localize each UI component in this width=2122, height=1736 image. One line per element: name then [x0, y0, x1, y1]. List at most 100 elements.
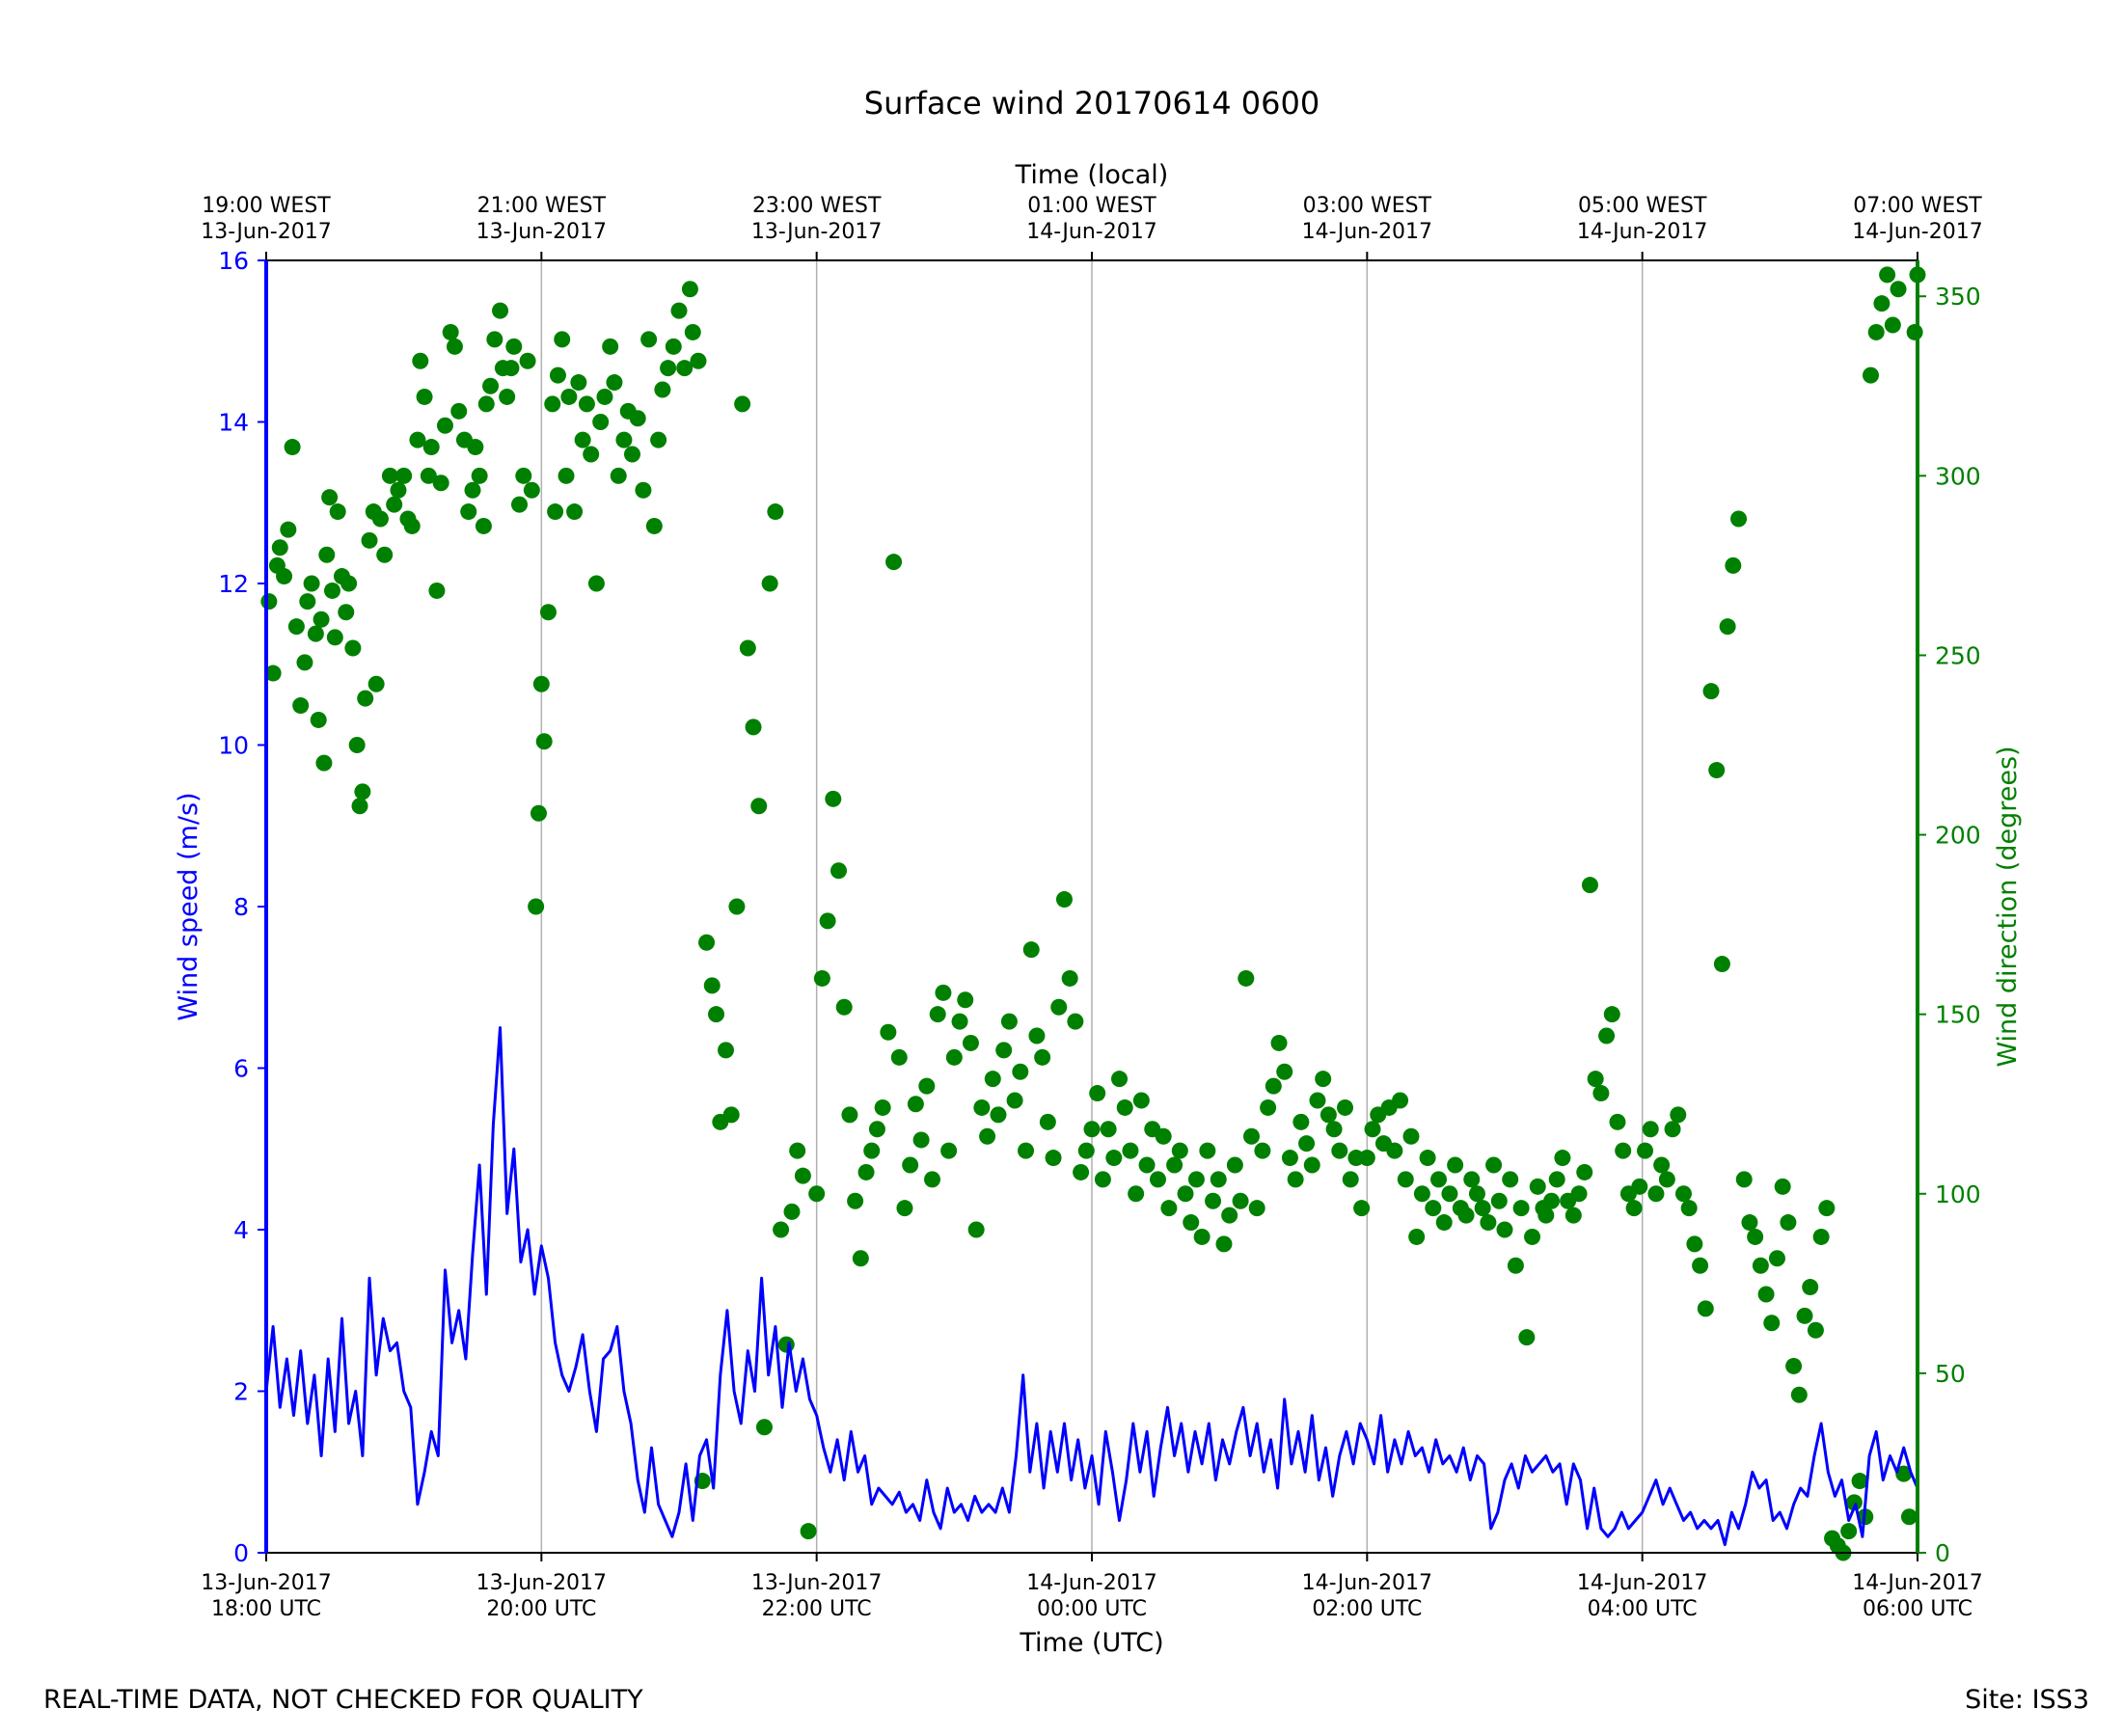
wind-direction-point	[376, 546, 394, 563]
wind-direction-point	[344, 639, 362, 657]
wind-direction-point	[1018, 1142, 1035, 1159]
wind-direction-point	[718, 1042, 735, 1059]
wind-direction-point	[549, 366, 566, 384]
wind-direction-point	[1697, 1300, 1714, 1317]
x-tick-label: 02:00 UTC	[1312, 1597, 1422, 1621]
wind-direction-point	[698, 934, 716, 951]
wind-direction-point	[1303, 1156, 1320, 1174]
quality-note: REAL-TIME DATA, NOT CHECKED FOR QUALITY	[43, 1685, 643, 1715]
wind-direction-point	[990, 1106, 1007, 1124]
wind-direction-point	[1592, 1085, 1610, 1102]
wind-direction-point	[1392, 1092, 1409, 1109]
top-tick-label: 03:00 WEST	[1303, 194, 1432, 218]
wind-direction-point	[808, 1185, 826, 1203]
top-tick-label: 23:00 WEST	[752, 194, 882, 218]
x-tick-label: 22:00 UTC	[762, 1597, 872, 1621]
wind-direction-point	[1647, 1185, 1665, 1203]
wind-direction-point	[1664, 1121, 1681, 1138]
wind-direction-point	[442, 323, 459, 340]
wind-direction-point	[890, 1048, 908, 1066]
wind-direction-point	[1507, 1257, 1524, 1274]
wind-direction-point	[929, 1006, 946, 1023]
wind-direction-point	[610, 467, 627, 484]
wind-direction-point	[1851, 1473, 1868, 1490]
wind-direction-point	[318, 546, 336, 563]
wind-direction-point	[1315, 1071, 1332, 1088]
wind-direction-point	[1045, 1150, 1062, 1167]
x-tick-label: 13-Jun-2017	[751, 1571, 882, 1595]
wind-direction-point	[280, 521, 297, 538]
wind-direction-point	[967, 1221, 985, 1238]
wind-direction-point	[1680, 1200, 1698, 1217]
top-tick-label: 14-Jun-2017	[1302, 220, 1432, 244]
wind-direction-point	[1796, 1307, 1813, 1324]
wind-direction-point	[767, 503, 784, 521]
wind-direction-point	[800, 1523, 817, 1540]
wind-direction-point	[1615, 1142, 1632, 1159]
wind-direction-point	[1807, 1321, 1824, 1339]
wind-direction-point	[566, 503, 584, 521]
wind-direction-point	[436, 417, 453, 434]
wind-direction-point	[1386, 1142, 1403, 1159]
wind-direction-point	[984, 1071, 1001, 1088]
wind-direction-point	[1543, 1192, 1561, 1209]
wind-direction-point	[1906, 323, 1923, 340]
wind-direction-point	[460, 503, 477, 521]
wind-direction-point	[477, 395, 495, 413]
top-tick-label: 01:00 WEST	[1027, 194, 1156, 218]
wind-direction-point	[1474, 1200, 1491, 1217]
left-tick-label: 14	[218, 409, 249, 437]
wind-direction-point	[1867, 323, 1885, 340]
wind-direction-point	[819, 912, 836, 930]
wind-direction-point	[734, 395, 751, 413]
wind-direction-point	[1496, 1221, 1513, 1238]
right-axis-label: Wind direction (degrees)	[1993, 746, 2023, 1067]
wind-direction-point	[1238, 969, 1255, 987]
wind-direction-point	[1637, 1142, 1654, 1159]
wind-direction-point	[1187, 1171, 1205, 1188]
wind-direction-point	[1490, 1192, 1508, 1209]
wind-direction-point	[361, 531, 378, 549]
top-tick-label: 19:00 WEST	[202, 194, 331, 218]
wind-direction-point	[640, 331, 658, 348]
wind-direction-point	[783, 1203, 801, 1220]
wind-direction-point	[1435, 1214, 1453, 1232]
wind-direction-point	[446, 338, 463, 355]
wind-speed-series	[264, 1026, 1919, 1547]
wind-direction-point	[1408, 1228, 1426, 1245]
wind-direction-point	[467, 439, 484, 456]
wind-direction-point	[1686, 1235, 1703, 1253]
wind-direction-point	[745, 719, 762, 736]
wind-direction-point	[1564, 1207, 1582, 1224]
wind-direction-point	[1221, 1207, 1238, 1224]
wind-direction-point	[1419, 1150, 1436, 1167]
x-tick-label: 00:00 UTC	[1037, 1597, 1147, 1621]
wind-direction-point	[587, 575, 605, 592]
wind-direction-point	[773, 1221, 790, 1238]
right-tick-label: 0	[1935, 1539, 1950, 1567]
wind-direction-point	[896, 1200, 913, 1217]
wind-direction-point	[1055, 891, 1073, 909]
wind-direction-point	[1034, 1048, 1051, 1066]
wind-direction-point	[428, 582, 446, 599]
wind-direction-point	[1105, 1150, 1123, 1167]
wind-direction-point	[1670, 1106, 1687, 1124]
wind-direction-point	[1298, 1135, 1316, 1153]
wind-direction-point	[1812, 1228, 1830, 1245]
wind-direction-point	[1537, 1207, 1555, 1224]
wind-direction-point	[1276, 1063, 1293, 1080]
wind-direction-point	[1205, 1192, 1222, 1209]
wind-direction-point	[1719, 618, 1736, 636]
wind-direction-point	[880, 1023, 897, 1041]
right-tick-label: 150	[1935, 1001, 1981, 1029]
wind-direction-point	[665, 338, 682, 355]
wind-direction-point	[1900, 1508, 1918, 1526]
wind-direction-point	[1674, 1185, 1692, 1203]
wind-direction-point	[1006, 1092, 1023, 1109]
wind-direction-point	[321, 489, 339, 506]
wind-direction-point	[313, 610, 330, 628]
x-tick-label: 14-Jun-2017	[1577, 1571, 1707, 1595]
wind-direction-point	[1171, 1142, 1188, 1159]
